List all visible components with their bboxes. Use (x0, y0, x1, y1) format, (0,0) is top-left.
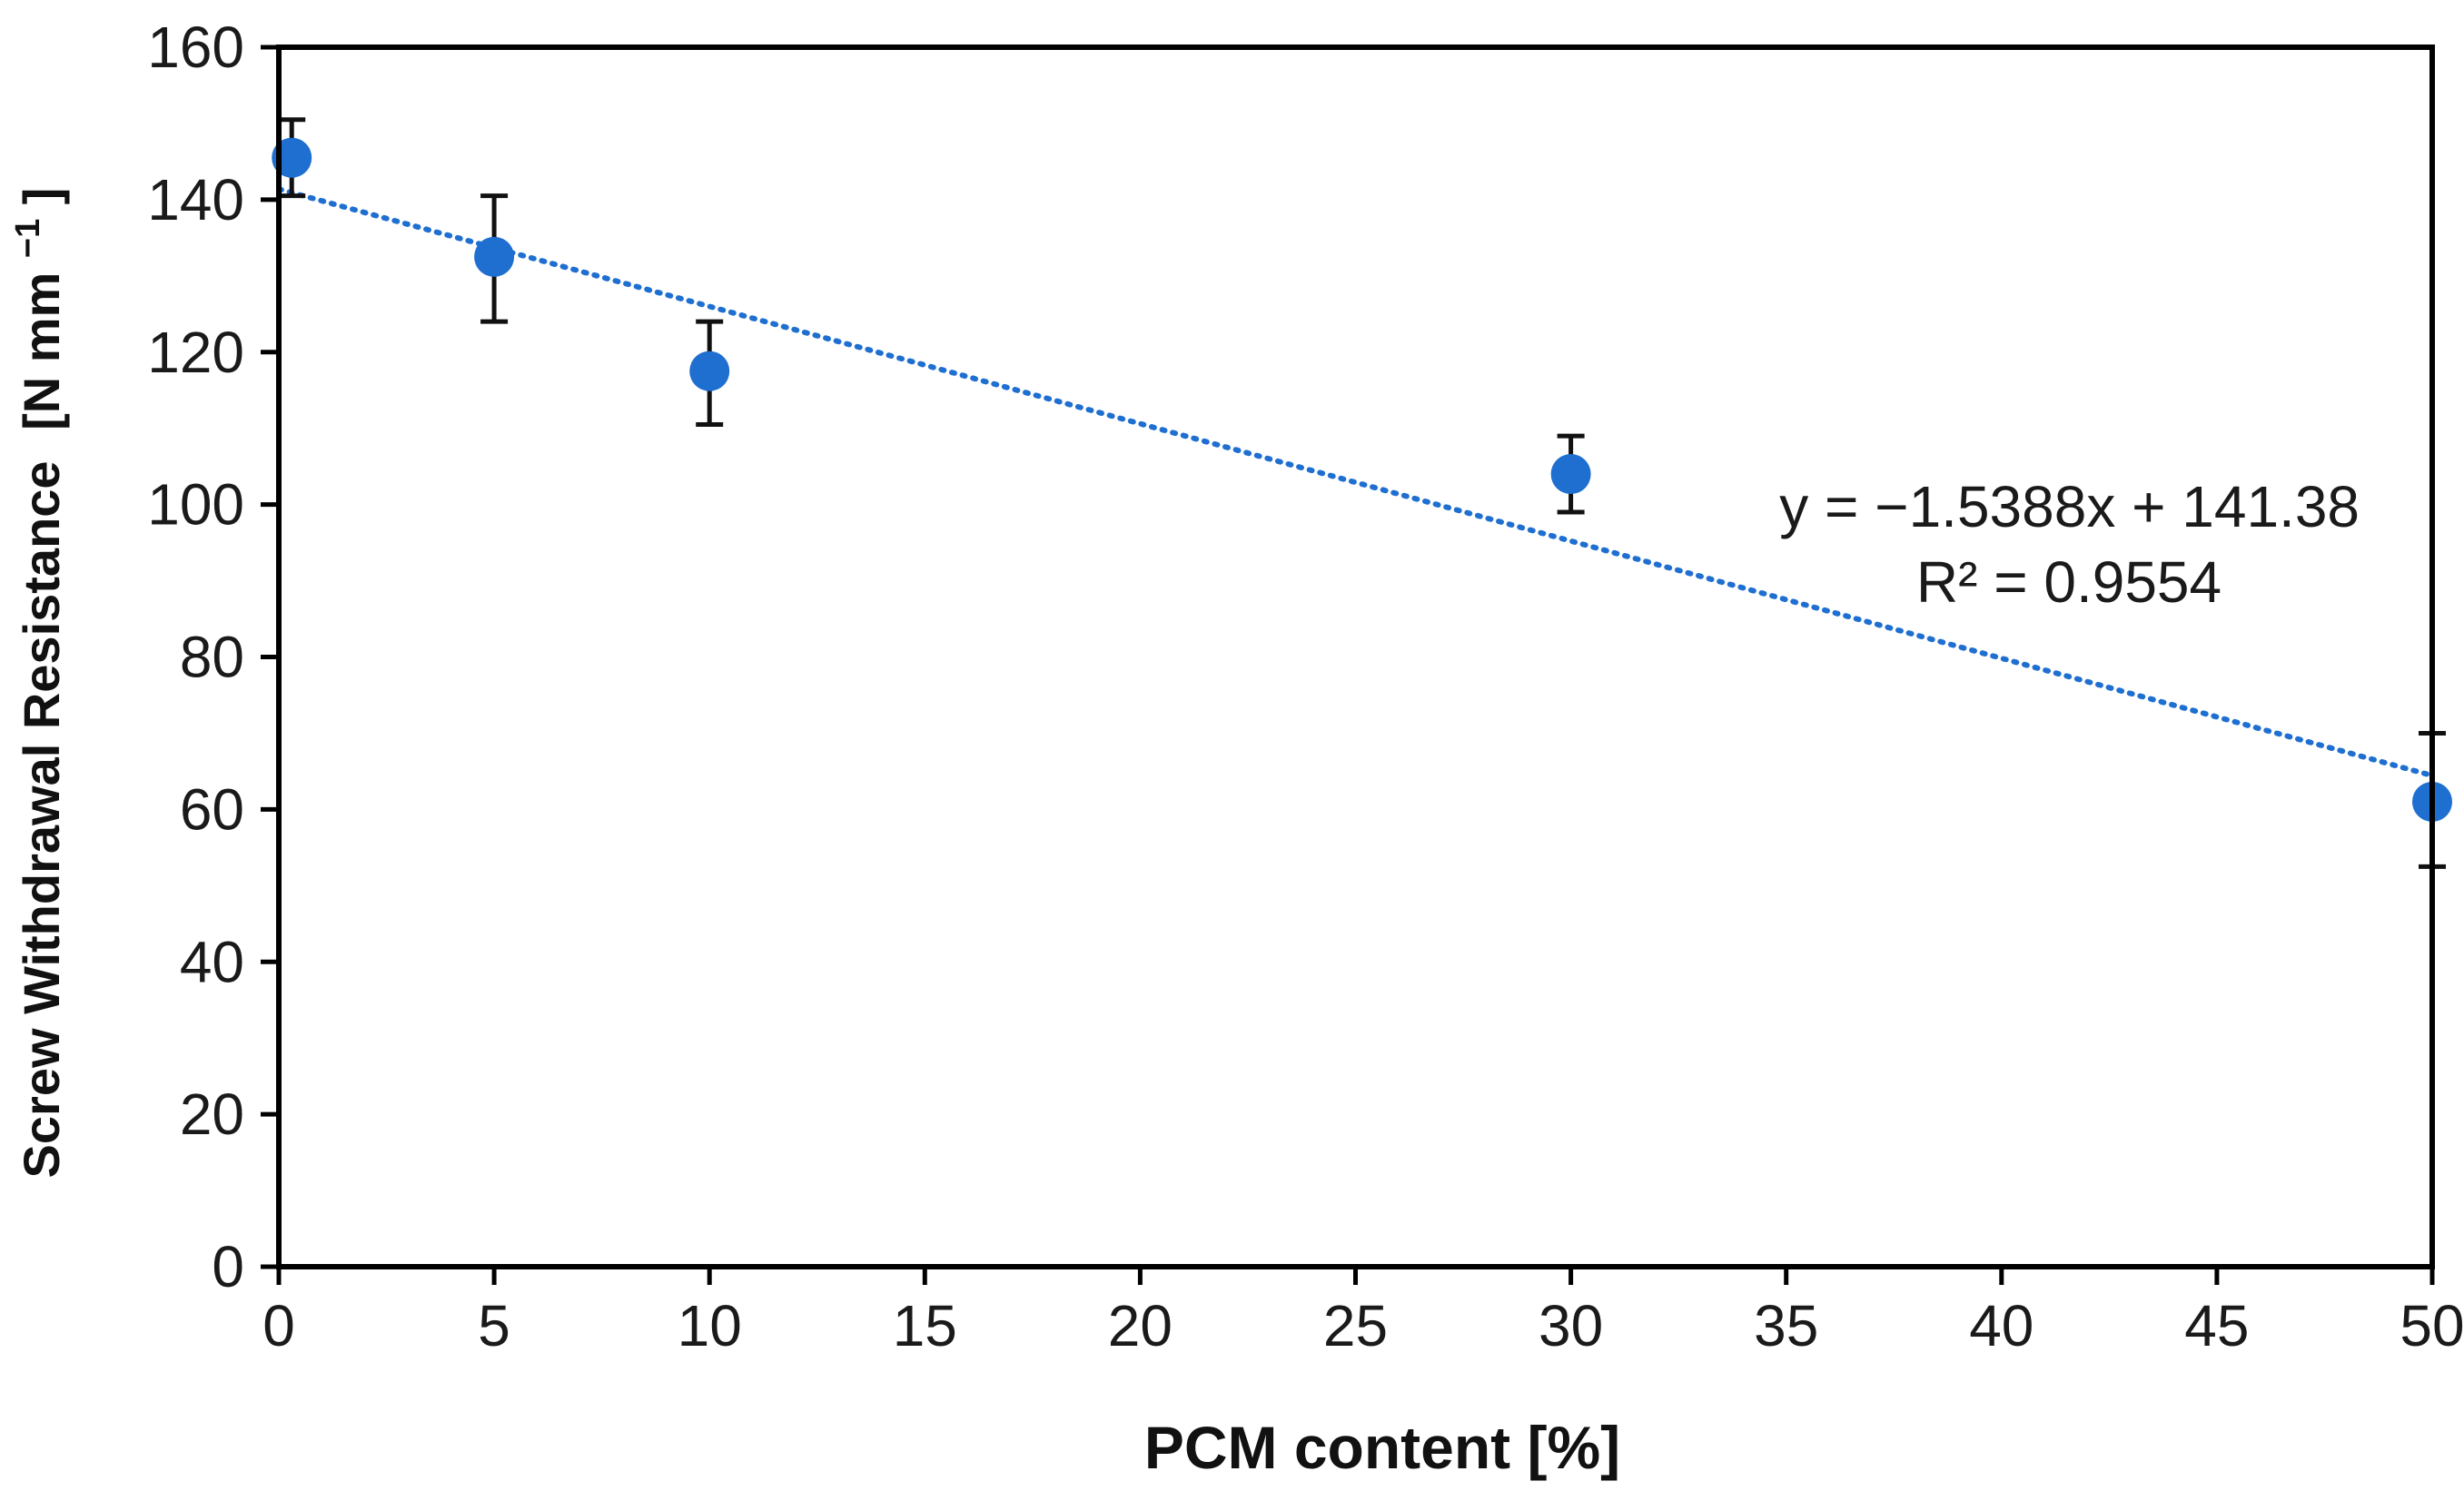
y-tick-label-120: 120 (147, 320, 244, 385)
y-tick-label-40: 40 (180, 929, 244, 994)
x-tick-label-30: 30 (1539, 1293, 1603, 1358)
x-tick-label-15: 15 (893, 1293, 957, 1358)
x-tick-label-40: 40 (1969, 1293, 2034, 1358)
data-point-2 (689, 351, 730, 391)
x-tick-label-25: 25 (1323, 1293, 1388, 1358)
data-point-0 (272, 137, 312, 178)
data-point-3 (1550, 454, 1591, 495)
y-axis-title: Screw Withdrawal Resistance [N mm −1 ] (0, 188, 70, 1179)
y-tick-label-160: 160 (147, 15, 244, 80)
trendline-equation: y = −1.5388x + 141.38 (1779, 474, 2360, 539)
x-ticks-group: 0 5 10 15 20 25 30 35 40 45 50 (262, 1267, 2464, 1358)
y-tick-label-140: 140 (147, 167, 244, 232)
axes-group (276, 44, 2435, 1269)
y-axis-unit-close: ] (13, 188, 70, 205)
data-points-group (272, 137, 2452, 822)
trendline-r-squared: R² = 0.9554 (1916, 549, 2222, 615)
y-tick-label-100: 100 (147, 472, 244, 538)
y-tick-label-80: 80 (180, 625, 244, 690)
trendline (276, 186, 2435, 779)
y-axis-unit-exponent: −1 (9, 219, 47, 258)
x-tick-label-10: 10 (678, 1293, 742, 1358)
y-ticks-group: 0 20 40 60 80 100 120 140 160 (147, 15, 279, 1299)
y-tick-label-0: 0 (212, 1234, 244, 1299)
x-tick-label-35: 35 (1754, 1293, 1818, 1358)
y-tick-label-60: 60 (180, 776, 244, 842)
plot-frame (276, 44, 2435, 1269)
x-tick-label-45: 45 (2184, 1293, 2249, 1358)
x-tick-label-20: 20 (1108, 1293, 1173, 1358)
y-axis-title-text: Screw Withdrawal Resistance (13, 460, 70, 1178)
y-axis-unit: [N mm (13, 272, 70, 430)
data-point-1 (474, 236, 515, 277)
trendline-group (276, 186, 2435, 779)
x-tick-label-0: 0 (262, 1293, 295, 1358)
x-axis-title: PCM content [%] (1144, 1414, 1620, 1481)
x-tick-label-5: 5 (478, 1293, 510, 1358)
x-tick-label-50: 50 (2400, 1293, 2464, 1358)
y-tick-label-20: 20 (180, 1081, 244, 1147)
